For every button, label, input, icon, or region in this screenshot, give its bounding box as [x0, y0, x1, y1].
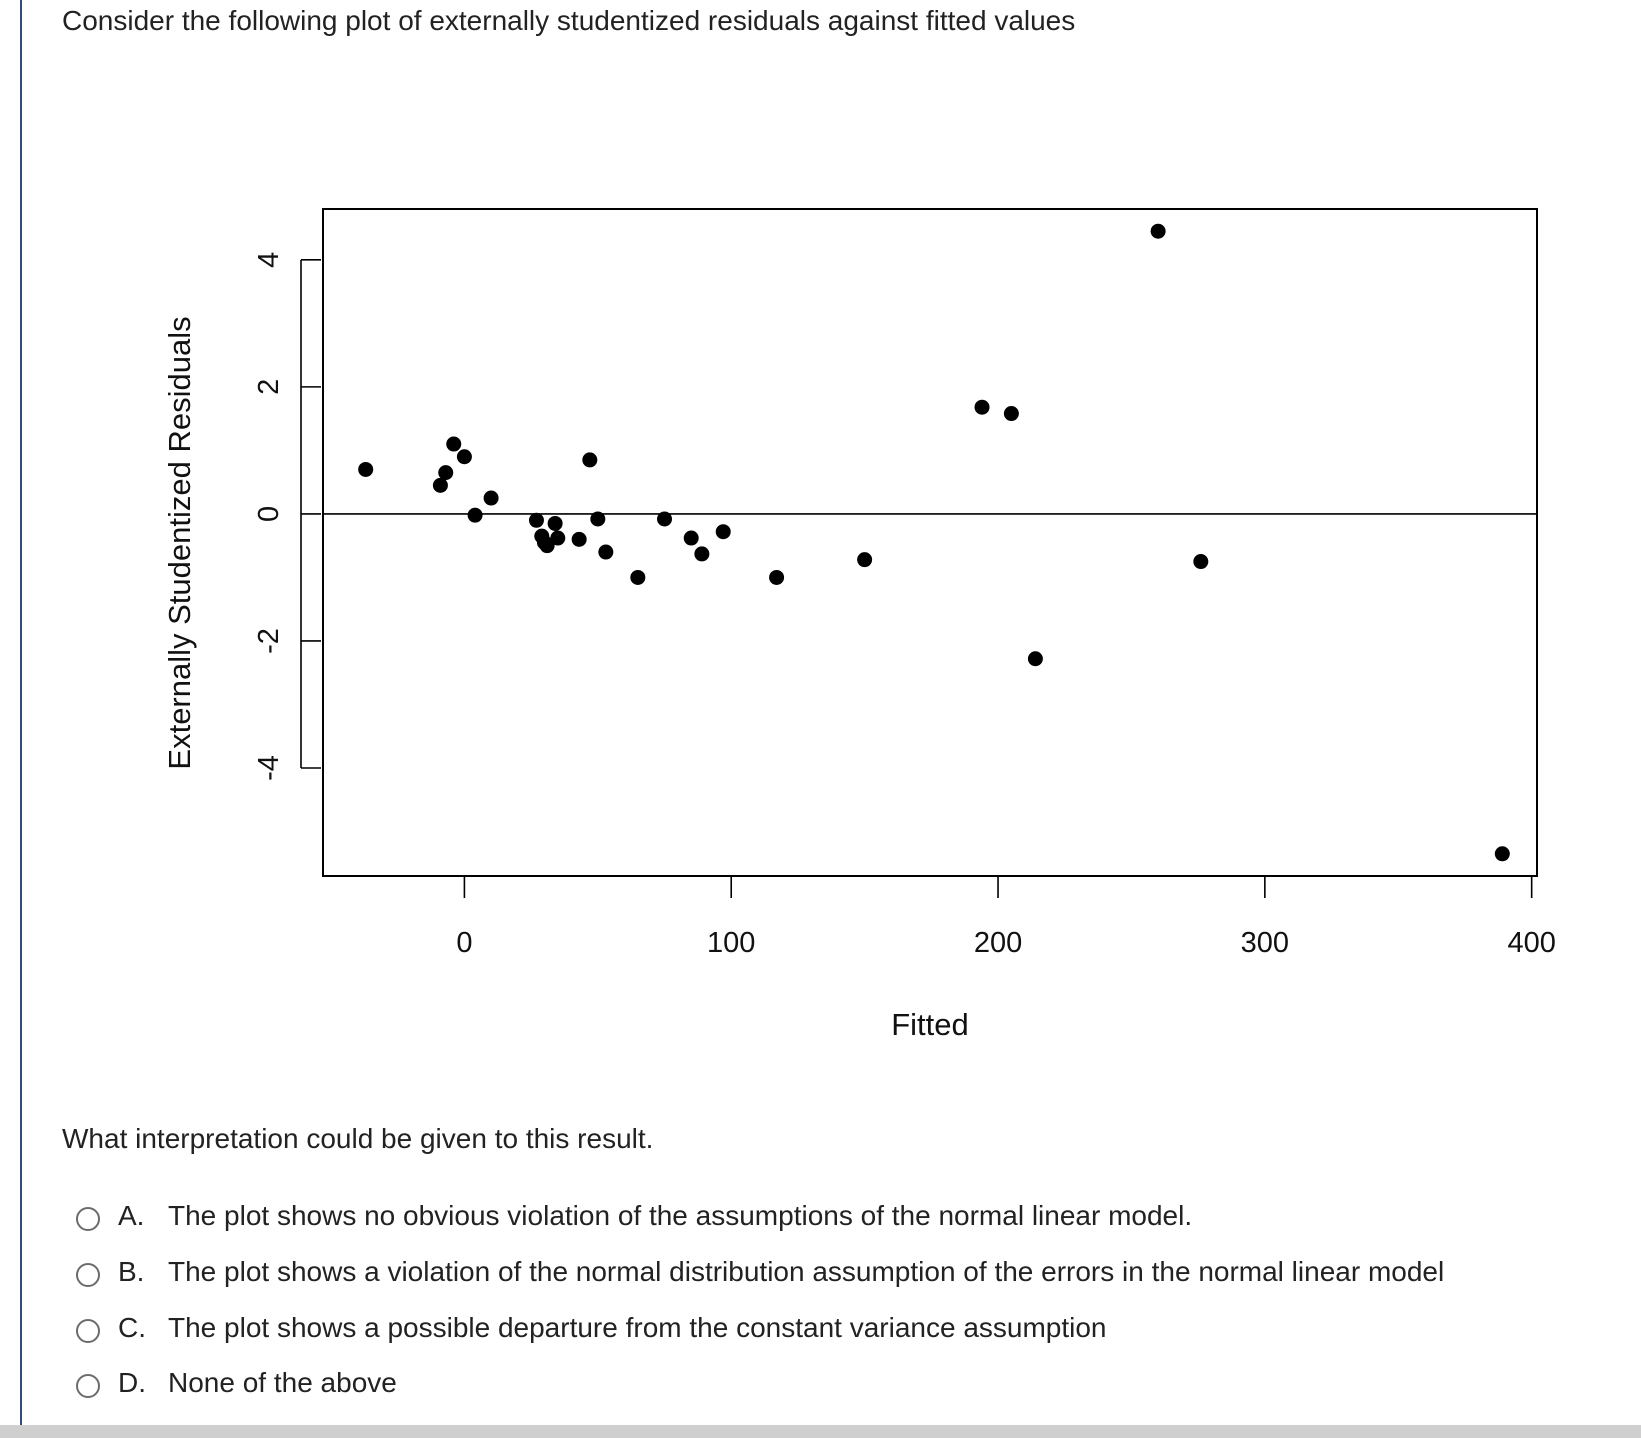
data-point: [630, 569, 646, 585]
y-axis: -4 -2 0 2 4: [253, 252, 321, 781]
data-point: [769, 569, 785, 585]
radio-b[interactable]: [76, 1263, 100, 1287]
data-point: [683, 530, 699, 546]
option-d[interactable]: D. None of the above: [76, 1363, 1576, 1403]
x-axis-label: Fitted: [891, 1007, 969, 1042]
option-c[interactable]: C. The plot shows a possible departure f…: [76, 1308, 1576, 1348]
option-b-text: The plot shows a violation of the normal…: [168, 1256, 1445, 1287]
x-tick-label: 300: [1241, 927, 1289, 959]
data-point: [550, 530, 566, 546]
y-tick-label: 2: [253, 379, 285, 395]
option-c-letter: C.: [118, 1312, 146, 1343]
bottom-scroll-bar: [0, 1425, 1641, 1438]
data-point: [974, 399, 990, 415]
plot-frame: [322, 208, 1538, 877]
residual-plot: -4 -2 0 2 4 0 100 200 300 400 Externally Student…: [162, 208, 1556, 1042]
x-tick-label: 100: [707, 927, 755, 959]
data-point: [598, 544, 614, 560]
data-point: [1003, 406, 1019, 422]
data-point: [715, 524, 731, 540]
data-point: [1027, 651, 1043, 667]
data-point: [590, 511, 606, 527]
option-a[interactable]: A. The plot shows no obvious violation o…: [76, 1196, 1576, 1236]
data-point: [446, 436, 462, 452]
data-point: [571, 531, 587, 547]
left-border: [20, 0, 22, 1425]
data-point: [1150, 223, 1166, 239]
data-points: [358, 223, 1510, 862]
option-d-text: None of the above: [168, 1367, 397, 1398]
data-point: [358, 461, 374, 477]
data-point: [657, 511, 673, 527]
data-point: [582, 452, 598, 468]
radio-c[interactable]: [76, 1319, 100, 1343]
y-tick-label: -4: [253, 755, 285, 781]
option-b[interactable]: B. The plot shows a violation of the nor…: [76, 1252, 1576, 1292]
x-axis: 0 100 200 300 400: [456, 876, 1556, 959]
x-tick-label: 0: [456, 927, 472, 959]
data-point: [483, 490, 499, 506]
data-point: [547, 515, 563, 531]
data-point: [539, 538, 555, 554]
radio-a[interactable]: [76, 1207, 100, 1231]
y-tick-label: 0: [253, 506, 285, 522]
option-d-letter: D.: [118, 1367, 146, 1398]
radio-d[interactable]: [76, 1374, 100, 1398]
data-point: [528, 512, 544, 528]
data-point: [1193, 554, 1209, 570]
x-tick-label: 400: [1507, 927, 1555, 959]
option-a-letter: A.: [118, 1200, 145, 1231]
x-tick-label: 200: [974, 927, 1022, 959]
data-point: [857, 552, 873, 568]
data-point: [467, 507, 483, 523]
option-a-text: The plot shows no obvious violation of t…: [168, 1200, 1193, 1231]
y-tick-label: -2: [253, 628, 285, 654]
data-point: [1494, 846, 1510, 862]
option-b-letter: B.: [118, 1256, 145, 1287]
data-point: [456, 449, 472, 465]
y-axis-label: Externally Studentized Residuals: [162, 316, 197, 769]
data-point: [438, 465, 454, 481]
data-point: [432, 477, 448, 493]
data-point: [694, 546, 710, 562]
question-intro: Consider the following plot of externall…: [62, 5, 1076, 36]
question-prompt: What interpretation could be given to th…: [62, 1123, 654, 1154]
option-c-text: The plot shows a possible departure from…: [168, 1312, 1107, 1343]
y-tick-label: 4: [253, 252, 285, 268]
